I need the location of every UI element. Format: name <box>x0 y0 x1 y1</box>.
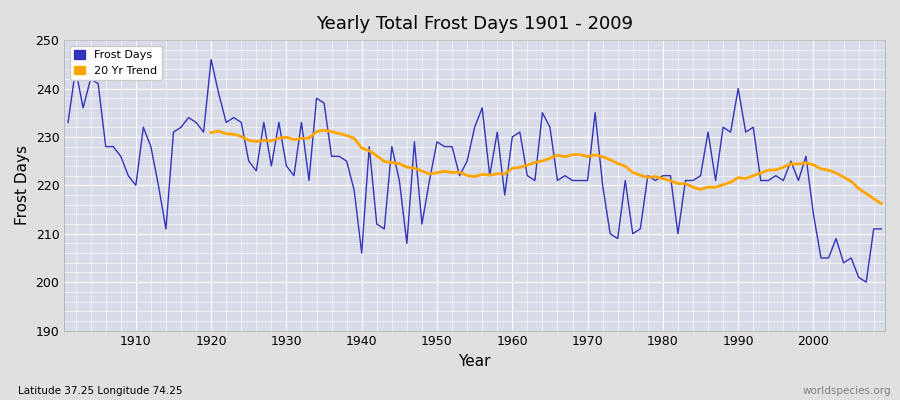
Title: Yearly Total Frost Days 1901 - 2009: Yearly Total Frost Days 1901 - 2009 <box>316 15 633 33</box>
Frost Days <box>860 280 871 284</box>
X-axis label: Year: Year <box>458 354 491 369</box>
20 Yr Trend <box>206 130 217 135</box>
20 Yr Trend <box>853 186 864 191</box>
20 Yr Trend <box>680 181 691 186</box>
Text: worldspecies.org: worldspecies.org <box>803 386 891 396</box>
Legend: Frost Days, 20 Yr Trend: Frost Days, 20 Yr Trend <box>70 46 162 80</box>
Y-axis label: Frost Days: Frost Days <box>15 145 30 225</box>
Frost Days <box>206 57 217 62</box>
Frost Days <box>876 226 886 231</box>
Line: Frost Days: Frost Days <box>68 60 881 282</box>
Frost Days <box>63 120 74 125</box>
Frost Days <box>515 130 526 134</box>
Text: Latitude 37.25 Longitude 74.25: Latitude 37.25 Longitude 74.25 <box>18 386 183 396</box>
20 Yr Trend <box>876 201 886 206</box>
Frost Days <box>341 159 352 164</box>
Line: 20 Yr Trend: 20 Yr Trend <box>212 130 881 204</box>
Frost Days <box>507 134 517 139</box>
20 Yr Trend <box>296 136 307 141</box>
Frost Days <box>605 231 616 236</box>
20 Yr Trend <box>786 162 796 166</box>
20 Yr Trend <box>417 169 428 174</box>
Frost Days <box>296 120 307 125</box>
20 Yr Trend <box>770 168 781 172</box>
Frost Days <box>123 173 134 178</box>
20 Yr Trend <box>319 128 329 132</box>
